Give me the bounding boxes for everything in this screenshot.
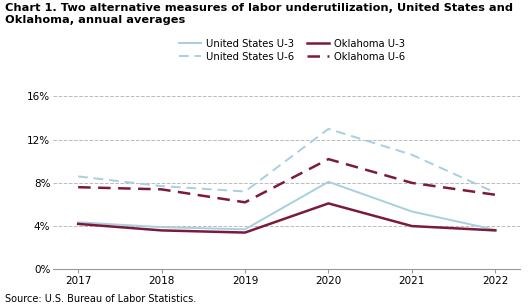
Text: Chart 1. Two alternative measures of labor underutilization, United States and
O: Chart 1. Two alternative measures of lab… <box>5 3 513 25</box>
Text: Source: U.S. Bureau of Labor Statistics.: Source: U.S. Bureau of Labor Statistics. <box>5 294 196 304</box>
Legend: United States U-3, United States U-6, Oklahoma U-3, Oklahoma U-6: United States U-3, United States U-6, Ok… <box>175 35 409 66</box>
